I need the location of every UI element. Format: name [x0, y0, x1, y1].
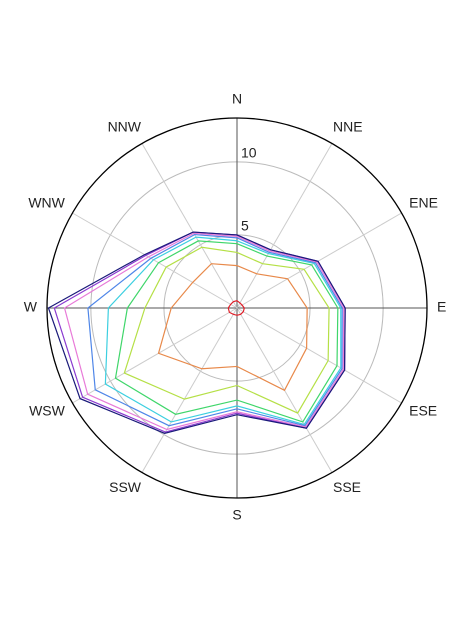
series-line [87, 233, 343, 427]
direction-label: ENE [409, 195, 438, 211]
spoke [141, 143, 238, 309]
spoke [141, 307, 238, 473]
series-line [227, 300, 245, 316]
direction-label: WSW [29, 403, 66, 419]
direction-label: NNE [333, 119, 363, 135]
spoke [236, 143, 333, 309]
r-tick-label: 10 [241, 145, 257, 161]
direction-label: N [232, 91, 242, 107]
direction-label: ESE [409, 403, 437, 419]
direction-label: NNW [108, 119, 142, 135]
outer-circle [46, 117, 428, 499]
r-tick-label: 5 [241, 218, 249, 234]
series-line [157, 263, 308, 392]
series-line [47, 231, 346, 434]
series-line [104, 236, 342, 426]
direction-label: WNW [28, 195, 65, 211]
spoke [236, 212, 402, 309]
series-line [114, 240, 339, 423]
series-line [63, 232, 345, 431]
direction-label: E [437, 299, 446, 315]
direction-label: W [24, 299, 38, 315]
direction-label: S [232, 507, 241, 523]
series-line [123, 246, 330, 414]
spoke [236, 307, 402, 404]
direction-label: SSW [109, 479, 142, 495]
spoke [72, 307, 238, 404]
spoke [72, 212, 238, 309]
direction-label: SSE [333, 479, 361, 495]
